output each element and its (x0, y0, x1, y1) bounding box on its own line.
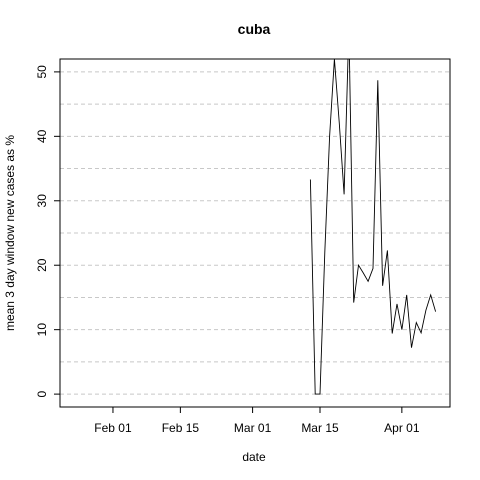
y-tick-label: 30 (35, 194, 49, 208)
y-tick-label: 0 (35, 390, 49, 397)
x-tick-label: Mar 01 (234, 421, 272, 435)
y-tick-label: 20 (35, 258, 49, 272)
series-line (309, 59, 437, 395)
grid-lines (60, 71, 450, 395)
x-axis-label: date (242, 450, 266, 464)
y-tick-label: 50 (35, 65, 49, 79)
x-axis-ticks: Feb 01 Feb 15 Mar 01 Mar 15 Apr 01 (94, 407, 420, 435)
y-axis-ticks: 0 10 20 30 40 50 (35, 65, 60, 397)
plot-frame (59, 58, 451, 408)
x-tick-label: Apr 01 (384, 421, 420, 435)
x-tick-label: Mar 15 (301, 421, 339, 435)
chart-title: cuba (238, 21, 271, 37)
y-tick-label: 10 (35, 323, 49, 337)
x-tick-label: Feb 01 (94, 421, 132, 435)
y-axis-label: mean 3 day window new cases as % (3, 135, 17, 331)
y-tick-label: 40 (35, 129, 49, 143)
x-tick-label: Feb 15 (162, 421, 200, 435)
